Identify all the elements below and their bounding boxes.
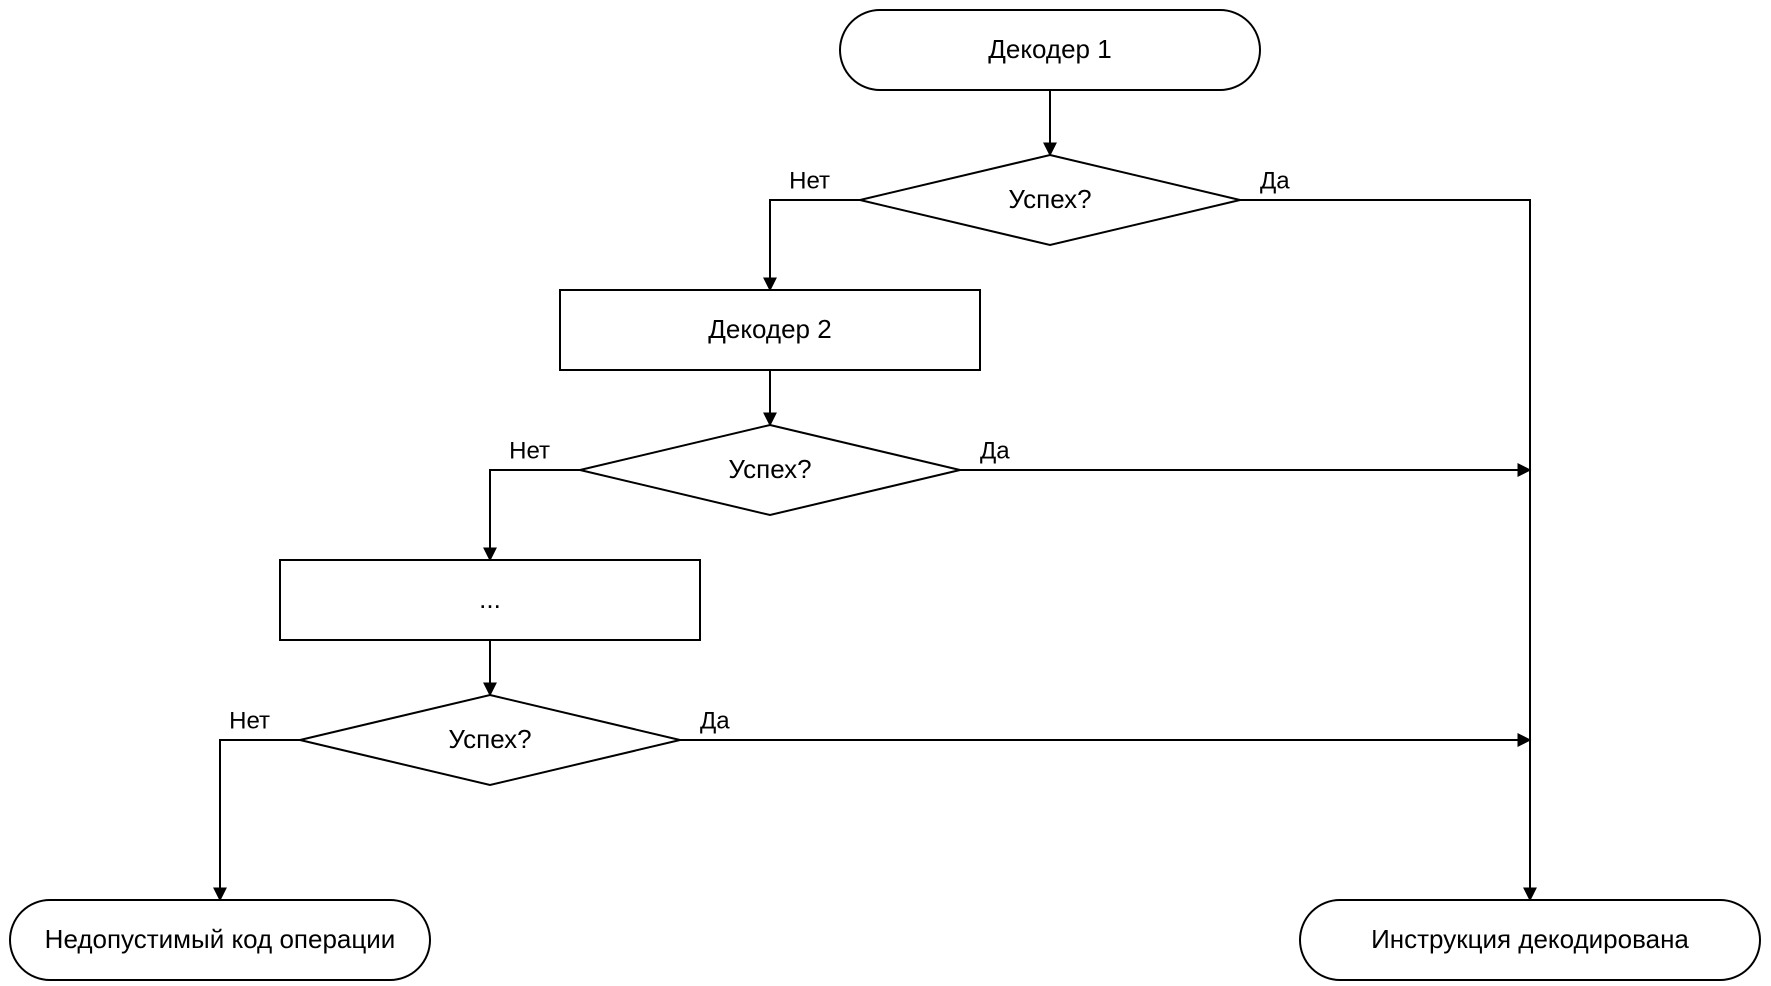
node-proc3: ... [280, 560, 700, 640]
edges-layer: Нет Да Нет Да Нет Да [220, 90, 1530, 900]
node-dec3: Успех? [300, 695, 680, 785]
node-label-dec3: Успех? [448, 724, 531, 754]
node-proc2: Декодер 2 [560, 290, 980, 370]
edge-label-e-dec2-no: Нет [509, 437, 550, 464]
edge-e-dec3-no [220, 740, 300, 900]
node-label-proc3: ... [479, 584, 501, 614]
edge-label-e-dec1-yes: Да [1260, 167, 1290, 194]
node-label-start: Декодер 1 [988, 34, 1111, 64]
node-success: Инструкция декодирована [1300, 900, 1760, 980]
node-fail: Недопустимый код операции [10, 900, 430, 980]
edge-label-e-dec2-yes: Да [980, 437, 1010, 464]
edge-e-dec1-yes [1240, 200, 1530, 900]
node-start: Декодер 1 [840, 10, 1260, 90]
edge-label-e-dec3-yes: Да [700, 707, 730, 734]
node-label-proc2: Декодер 2 [708, 314, 831, 344]
node-dec2: Успех? [580, 425, 960, 515]
node-dec1: Успех? [860, 155, 1240, 245]
edge-label-e-dec3-no: Нет [229, 707, 270, 734]
node-label-dec1: Успех? [1008, 184, 1091, 214]
edge-e-dec2-no [490, 470, 580, 560]
node-label-dec2: Успех? [728, 454, 811, 484]
node-label-success: Инструкция декодирована [1371, 924, 1689, 954]
edge-e-dec1-no [770, 200, 860, 290]
node-label-fail: Недопустимый код операции [45, 924, 396, 954]
flowchart-diagram: Нет Да Нет Да Нет Да Декодер 1 Успех? Декодер 2 У… [0, 0, 1771, 986]
edge-label-e-dec1-no: Нет [789, 167, 830, 194]
nodes-layer: Декодер 1Успех?Декодер 2Успех?...Успех?Н… [10, 10, 1760, 980]
